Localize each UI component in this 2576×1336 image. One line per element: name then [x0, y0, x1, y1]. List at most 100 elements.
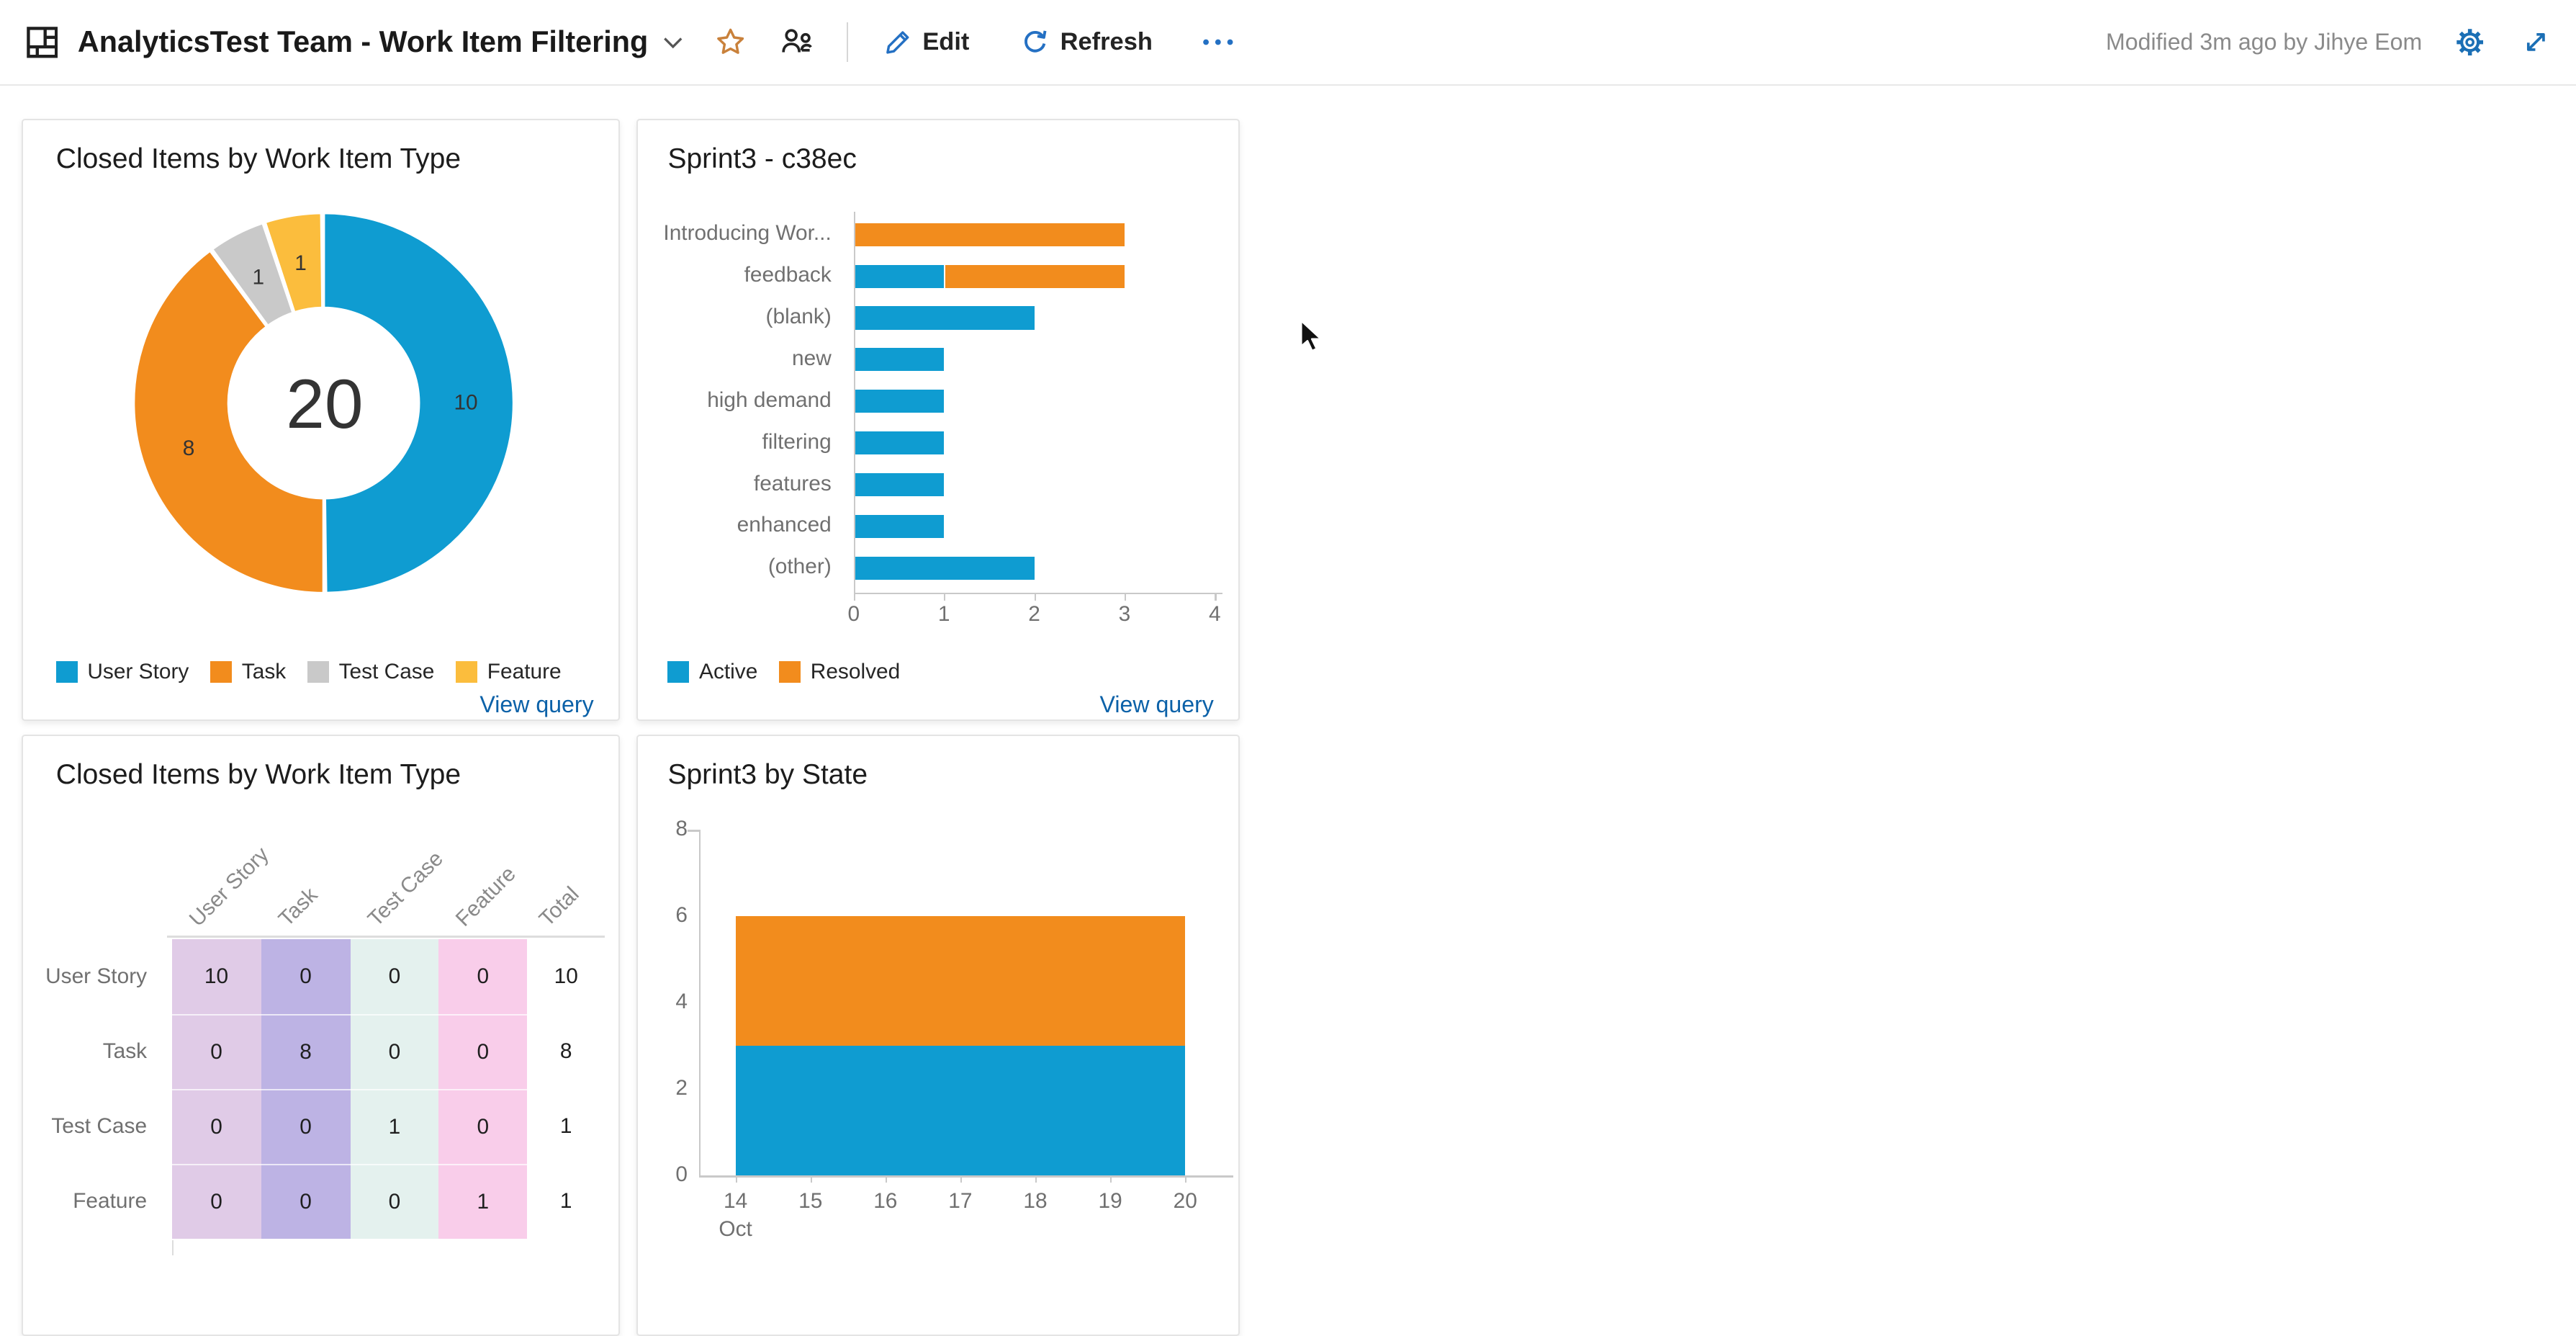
table-cell: 1: [438, 1164, 528, 1239]
stacked-area-chart: 0 2 4 6 8 14 15 16 17 18 19 20 Oct: [638, 736, 1238, 1335]
team-members-icon[interactable]: [780, 28, 814, 56]
table-cell: 10: [171, 939, 261, 1015]
bar-segment: [855, 556, 1035, 580]
x-tick-label: 2: [1028, 601, 1040, 626]
x-tick-label: 15: [798, 1188, 823, 1213]
legend-label: Active: [699, 659, 758, 683]
legend-swatch: [779, 661, 801, 683]
table-row-label: Test Case: [51, 1114, 148, 1139]
x-axis-tick: [1110, 1175, 1112, 1183]
table-column-header: Feature: [451, 861, 521, 931]
legend-item: Feature: [456, 660, 562, 684]
legend-label: User Story: [87, 659, 189, 683]
x-axis-tick: [944, 592, 946, 601]
y-tick-label: 6: [675, 903, 688, 928]
table-cell: 0: [261, 1164, 351, 1239]
category-label: (blank): [765, 305, 832, 329]
table-column-header: Test Case: [363, 846, 448, 931]
donut-chart: 10 8 1 1: [132, 212, 515, 595]
category-label: high demand: [707, 387, 832, 412]
table-cell: 0: [350, 939, 439, 1015]
category-label: (other): [767, 555, 832, 579]
table-header-line: [166, 936, 605, 938]
legend-label: Test Case: [338, 659, 435, 683]
donut-slice-feature: [263, 212, 325, 315]
legend-label: Resolved: [810, 659, 901, 683]
widget-closed-items-donut: Closed Items by Work Item Type 10 8 1 1 20 …: [21, 119, 621, 722]
bar-segment: [855, 472, 945, 497]
widget-title: Closed Items by Work Item Type: [55, 143, 461, 175]
bar-segment: [855, 514, 945, 538]
widget-sprint3-by-state: Sprint3 by State 0 2 4 6 8 14 15 16 17 18 19 20 Oct: [636, 734, 1240, 1336]
favorite-star-icon[interactable]: [716, 27, 745, 57]
dashboard-title[interactable]: AnalyticsTest Team - Work Item Filtering: [77, 25, 649, 59]
bar-segment: [855, 306, 1035, 330]
category-label: features: [753, 471, 832, 496]
donut-slice-task: [132, 248, 325, 595]
refresh-button[interactable]: Refresh: [1021, 28, 1153, 56]
x-tick-label: 18: [1023, 1188, 1048, 1213]
refresh-icon: [1024, 30, 1047, 53]
table-column-header: Total: [534, 882, 584, 931]
slice-value-label: 10: [454, 391, 478, 415]
widget-sprint3-tags-bar: Sprint3 - c38ec Introducing Wor... feedba…: [636, 119, 1240, 722]
x-axis-tick: [735, 1175, 737, 1183]
horizontal-bar-chart: Introducing Wor... feedback (blank) new high…: [638, 120, 1238, 719]
x-tick-label: 19: [1098, 1188, 1122, 1213]
x-axis-line: [853, 592, 1222, 595]
x-tick-label: 1: [937, 601, 950, 626]
legend-label: Task: [241, 659, 287, 683]
more-options-icon[interactable]: [1202, 38, 1234, 46]
slice-value-label: 1: [294, 251, 307, 275]
chevron-down-icon[interactable]: [663, 36, 683, 49]
x-axis-line: [699, 1175, 1233, 1178]
legend-item: Active: [667, 660, 757, 684]
refresh-label: Refresh: [1060, 28, 1153, 56]
donut-slice-user-story: [322, 212, 515, 595]
donut-slice-test-case: [210, 221, 295, 328]
table-cell: 0: [438, 939, 528, 1015]
pivot-table: User Story Task Test Case Feature Total User …: [23, 736, 618, 1335]
widget-title: Sprint3 by State: [667, 758, 868, 790]
table-cell: 1: [350, 1089, 439, 1165]
x-axis-tick: [960, 1175, 963, 1183]
y-tick-label: 8: [675, 817, 688, 841]
area-series-band: [735, 916, 1186, 1046]
legend-item: Task: [210, 660, 286, 684]
table-cell: 1: [559, 1114, 572, 1139]
table-column-header: Task: [274, 883, 323, 931]
edit-button[interactable]: Edit: [885, 28, 969, 56]
x-tick-label: 16: [873, 1188, 898, 1213]
category-label: filtering: [762, 429, 832, 454]
table-cell: 0: [261, 939, 351, 1015]
settings-gear-icon[interactable]: [2455, 27, 2485, 57]
table-cell: 8: [261, 1014, 351, 1090]
table-cell: 0: [171, 1089, 261, 1165]
y-axis-line: [853, 211, 856, 593]
table-cell: 0: [438, 1014, 528, 1090]
table-row-label: User Story: [45, 964, 148, 989]
legend-swatch: [210, 661, 233, 683]
table-cell: 0: [171, 1014, 261, 1090]
donut-legend: User Story Task Test Case Feature: [55, 659, 583, 684]
mouse-cursor: [1300, 320, 1323, 352]
area-series-band: [735, 1046, 1186, 1176]
dashboard-grid-icon: [26, 27, 58, 58]
donut-total-value: 20: [286, 366, 364, 444]
y-tick-label: 0: [675, 1162, 688, 1187]
view-query-link[interactable]: View query: [479, 691, 594, 717]
bar-segment: [855, 348, 945, 372]
modified-status-text: Modified 3m ago by Jihye Eom: [2106, 29, 2423, 55]
category-label: enhanced: [737, 513, 832, 537]
widget-closed-items-table: Closed Items by Work Item Type User Stor…: [21, 734, 621, 1336]
table-cell: 0: [171, 1164, 261, 1239]
y-axis-top-tick: [688, 830, 700, 832]
x-axis-tick: [1185, 1175, 1187, 1183]
bar-segment: [855, 223, 1125, 246]
toolbar-divider: [846, 22, 849, 63]
x-tick-label: 20: [1173, 1188, 1197, 1213]
table-row-label: Task: [102, 1039, 148, 1064]
view-query-link[interactable]: View query: [1099, 691, 1214, 717]
x-tick-label: 3: [1118, 601, 1131, 626]
fullscreen-expand-icon[interactable]: [2523, 29, 2549, 55]
